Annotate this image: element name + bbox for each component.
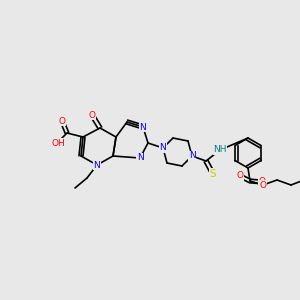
Text: N: N	[140, 122, 146, 131]
Text: N: N	[189, 152, 195, 160]
Text: O: O	[236, 172, 244, 181]
Text: N: N	[94, 160, 100, 169]
Text: O: O	[260, 181, 266, 190]
Text: OH: OH	[51, 139, 65, 148]
Text: N: N	[136, 154, 143, 163]
Text: NH: NH	[213, 146, 227, 154]
Text: N: N	[160, 143, 167, 152]
Text: O: O	[259, 178, 266, 187]
Text: O: O	[88, 110, 95, 119]
Text: O: O	[58, 116, 65, 125]
Text: S: S	[210, 169, 216, 179]
